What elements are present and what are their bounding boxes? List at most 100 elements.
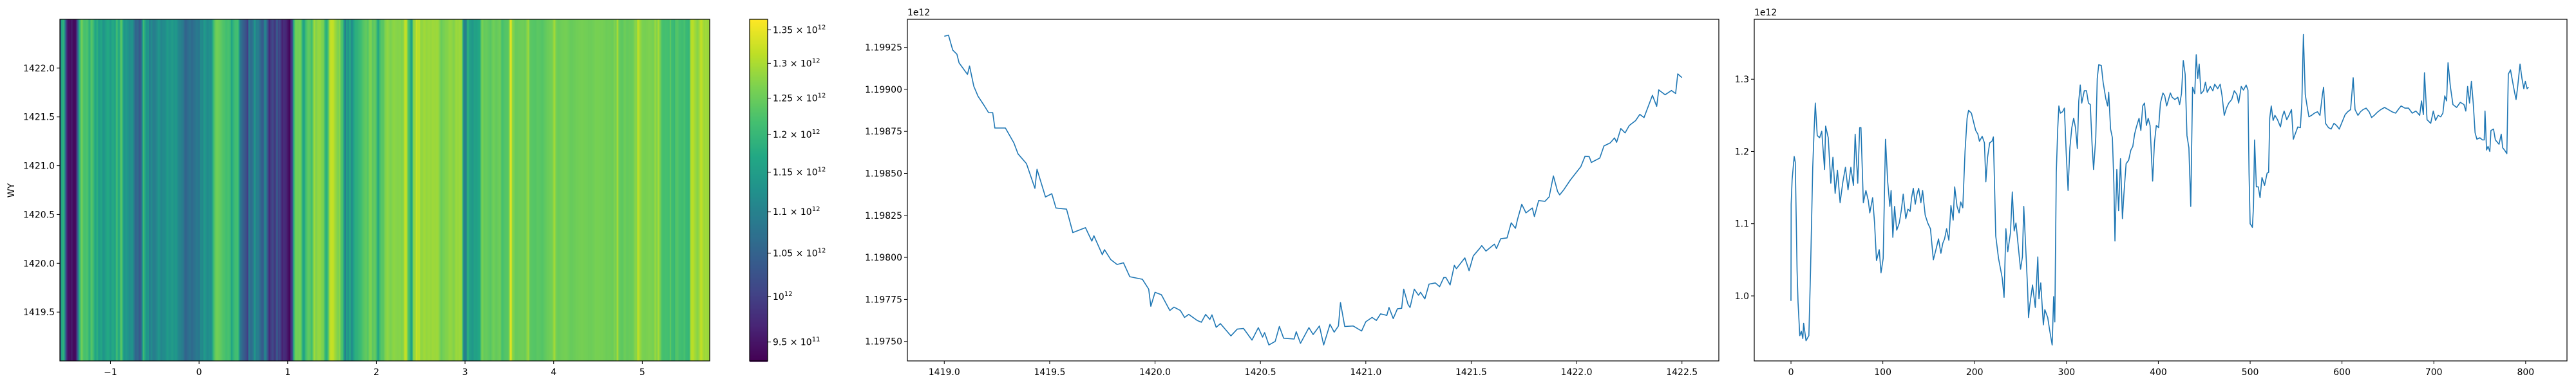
heatmap-column [285, 19, 287, 361]
heatmap-column [300, 19, 302, 361]
heatmap-column [704, 19, 706, 361]
heatmap-column [196, 19, 198, 361]
heatmap-column [135, 19, 137, 361]
heatmap-column [299, 19, 300, 361]
heatmap-column [161, 19, 163, 361]
heatmap-column [214, 19, 216, 361]
heatmap-column [210, 19, 211, 361]
heatmap-column [80, 19, 82, 361]
heatmap-column [185, 19, 187, 361]
heatmap-column [549, 19, 551, 361]
colorbar-step [750, 314, 768, 316]
heatmap-column [116, 19, 118, 361]
heatmap-column [88, 19, 90, 361]
heatmap-column [276, 19, 278, 361]
heatmap-column [421, 19, 423, 361]
colorbar-step [750, 188, 768, 190]
heatmap-column [81, 19, 83, 361]
heatmap-column [160, 19, 162, 361]
heatmap-column [688, 19, 690, 361]
heatmap-column [153, 19, 155, 361]
heatmap-column [272, 19, 274, 361]
heatmap-column [138, 19, 140, 361]
colorbar-step [750, 242, 768, 244]
heatmap-column [532, 19, 534, 361]
colorbar-tick-label: 1.3 × 1012 [773, 57, 820, 69]
heatmap-column [357, 19, 359, 361]
heatmap-column [385, 19, 386, 361]
heatmap-column [231, 19, 232, 361]
heatmap-column [547, 19, 549, 361]
heatmap-column [310, 19, 312, 361]
heatmap-column [637, 19, 639, 361]
colorbar-step [750, 93, 768, 95]
colorbar-step [750, 89, 768, 91]
heatmap-column [412, 19, 414, 361]
heatmap-column [195, 19, 197, 361]
heatmap-column [200, 19, 202, 361]
line-chart-2-xtick-label: 0 [1788, 367, 1794, 378]
colorbar-step [750, 207, 768, 209]
colorbar-step [750, 113, 768, 115]
heatmap-column [582, 19, 583, 361]
heatmap-column [163, 19, 165, 361]
colorbar-step [750, 55, 768, 57]
colorbar-step [750, 203, 768, 205]
colorbar-step [750, 214, 768, 216]
colorbar-step [750, 287, 768, 289]
heatmap-column [663, 19, 665, 361]
heatmap-column [214, 19, 216, 361]
heatmap-column [666, 19, 668, 361]
heatmap-column [650, 19, 652, 361]
heatmap-column [544, 19, 545, 361]
heatmap-column [354, 19, 355, 361]
colorbar-step [750, 308, 768, 309]
heatmap-column [280, 19, 282, 361]
colorbar-step [750, 202, 768, 204]
heatmap-column [199, 19, 201, 361]
heatmap-column [643, 19, 645, 361]
heatmap-column [446, 19, 447, 361]
heatmap-column [62, 19, 64, 361]
heatmap-column [395, 19, 397, 361]
heatmap-column [321, 19, 323, 361]
heatmap-column [147, 19, 149, 361]
heatmap-column [567, 19, 568, 361]
heatmap-column [211, 19, 213, 361]
heatmap-column [75, 19, 77, 361]
colorbar-step [750, 66, 768, 68]
heatmap-column [427, 19, 429, 361]
colorbar-step [750, 134, 768, 136]
heatmap-column [431, 19, 433, 361]
heatmap-column [229, 19, 231, 361]
colorbar-step [750, 259, 768, 261]
heatmap-column [565, 19, 567, 361]
heatmap-column [173, 19, 175, 361]
heatmap-column [367, 19, 369, 361]
heatmap-column [376, 19, 378, 361]
heatmap-column [465, 19, 467, 361]
heatmap-column [621, 19, 623, 361]
heatmap-column [473, 19, 475, 361]
colorbar-step [750, 300, 768, 302]
heatmap-column [137, 19, 138, 361]
heatmap-column [86, 19, 88, 361]
heatmap-column [520, 19, 522, 361]
heatmap-column [294, 19, 296, 361]
colorbar-step [750, 288, 768, 290]
heatmap-column [555, 19, 557, 361]
heatmap-column [433, 19, 435, 361]
colorbar-step [750, 247, 768, 249]
colorbar-step [750, 296, 768, 298]
colorbar-step [750, 235, 768, 237]
heatmap-column [618, 19, 619, 361]
heatmap-column [696, 19, 697, 361]
heatmap-column [344, 19, 346, 361]
heatmap-column [86, 19, 87, 361]
colorbar-step [750, 269, 768, 271]
colorbar-step [750, 91, 768, 93]
heatmap-column [384, 19, 386, 361]
colorbar-step [750, 158, 768, 160]
heatmap-column [237, 19, 239, 361]
line-chart-2-series [1790, 33, 2529, 346]
